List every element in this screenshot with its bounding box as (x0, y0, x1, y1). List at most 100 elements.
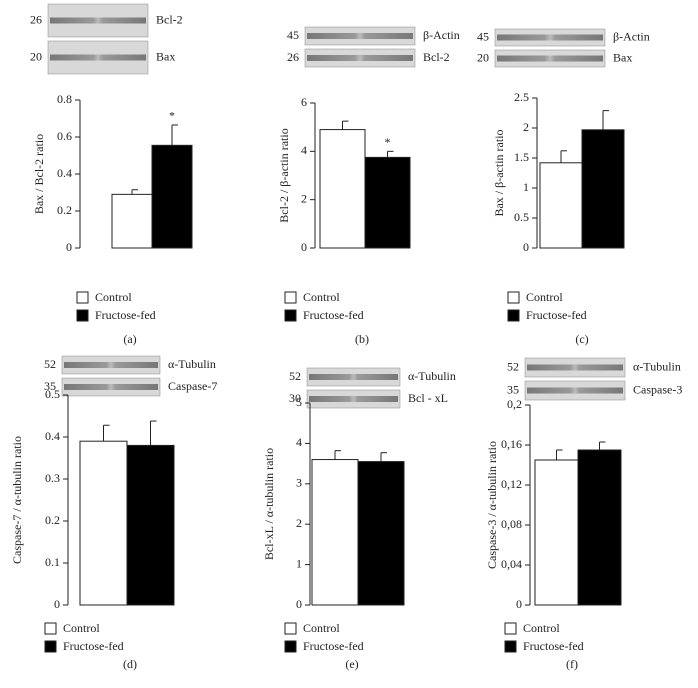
legend-swatch (44, 622, 57, 635)
bar (126, 444, 175, 606)
legend-label: Control (63, 621, 100, 635)
legend-swatch (504, 622, 517, 635)
blot-label: β-Actin (613, 29, 650, 43)
y-tick-label: 3 (296, 476, 302, 490)
y-tick-label: 0 (301, 240, 307, 254)
y-tick-label: 0.4 (57, 166, 72, 180)
bar (79, 440, 128, 606)
blot-band (527, 387, 623, 394)
y-tick-label: 6 (301, 95, 307, 109)
blot-kda: 20 (30, 49, 42, 63)
blot-label: Bcl-2 (156, 12, 183, 26)
annotation: * (169, 109, 175, 123)
panel-label: (e) (345, 657, 358, 671)
y-tick-label: 1 (523, 180, 529, 194)
panel-label: (c) (575, 332, 588, 346)
y-tick-label: 1.5 (514, 150, 529, 164)
blot-label: Bcl - xL (408, 391, 448, 405)
blot-band (307, 33, 413, 39)
blot-kda: 26 (287, 50, 299, 64)
blot-band (309, 374, 398, 380)
legend-label: Control (95, 290, 132, 304)
legend-swatch (284, 309, 297, 322)
bar (319, 129, 366, 249)
legend-label: Control (303, 290, 340, 304)
bar (581, 129, 625, 249)
legend-label: Fructose-fed (303, 639, 364, 653)
blot-band (497, 55, 603, 62)
blot-kda: 35 (44, 379, 56, 393)
y-tick-label: 4 (296, 435, 302, 449)
bar (364, 156, 411, 249)
panel-label: (a) (123, 332, 136, 346)
legend-label: Fructose-fed (523, 639, 584, 653)
blot-band (64, 384, 158, 390)
legend-label: Control (523, 621, 560, 635)
blot-label: Bax (613, 50, 632, 64)
bar (111, 193, 153, 249)
blot-band (309, 396, 398, 402)
blot-kda: 45 (287, 28, 299, 42)
annotation: * (385, 135, 391, 149)
blot-label: Caspase-7 (168, 379, 217, 393)
legend-swatch (76, 309, 89, 322)
bar (151, 144, 193, 249)
y-tick-label: 0,16 (501, 437, 522, 451)
legend-swatch (284, 291, 297, 304)
y-tick-label: 2 (523, 120, 529, 134)
bar (311, 459, 359, 606)
blot-band (64, 362, 158, 368)
blot-kda: 52 (507, 359, 519, 373)
blot-kda: 45 (477, 29, 489, 43)
blot-kda: 52 (289, 369, 301, 383)
legend-swatch (507, 291, 520, 304)
y-tick-label: 2.5 (514, 90, 529, 104)
y-tick-label: 0.4 (45, 429, 60, 443)
bar (539, 162, 583, 249)
legend-swatch (284, 640, 297, 653)
legend-swatch (284, 622, 297, 635)
y-tick-label: 0 (54, 597, 60, 611)
y-axis-label: Bcl-xL / α-tubulin ratio (262, 448, 276, 560)
y-axis-label: Caspase-3 / α-tubulin ratio (485, 441, 499, 569)
y-tick-label: 0 (516, 597, 522, 611)
y-tick-label: 0.8 (57, 92, 72, 106)
blot-band (497, 34, 603, 41)
y-axis-label: Bax / Bcl-2 ratio (32, 134, 46, 214)
legend-label: Control (303, 621, 340, 635)
y-tick-label: 0.3 (45, 471, 60, 485)
y-tick-label: 0.5 (45, 387, 60, 401)
blot-kda: 52 (44, 357, 56, 371)
blot-label: α-Tubulin (408, 369, 456, 383)
blot-kda: 30 (289, 391, 301, 405)
blot-label: Bax (156, 49, 175, 63)
y-tick-label: 1 (296, 556, 302, 570)
blot-band (307, 55, 413, 61)
legend-label: Fructose-fed (303, 308, 364, 322)
legend-swatch (44, 640, 57, 653)
blot-band (50, 54, 146, 61)
y-axis-label: Bcl-2 / β-actin ratio (277, 128, 291, 222)
y-axis-label: Bax / β-actin ratio (492, 129, 506, 216)
legend-label: Fructose-fed (63, 639, 124, 653)
legend-label: Fructose-fed (95, 308, 156, 322)
bar (534, 459, 579, 606)
blot-band (527, 364, 623, 371)
legend-swatch (504, 640, 517, 653)
y-tick-label: 0.1 (45, 555, 60, 569)
blot-label: Caspase-3 (633, 382, 682, 396)
y-tick-label: 5 (296, 395, 302, 409)
blot-kda: 20 (477, 50, 489, 64)
y-tick-label: 0 (296, 597, 302, 611)
blot-label: α-Tubulin (168, 357, 216, 371)
panel-label: (d) (123, 657, 137, 671)
legend-swatch (507, 309, 520, 322)
y-tick-label: 0,12 (501, 477, 522, 491)
y-axis-label: Caspase-7 / α-tubulin ratio (10, 436, 24, 564)
blot-band (50, 17, 146, 24)
y-tick-label: 0,2 (507, 397, 522, 411)
legend-swatch (76, 291, 89, 304)
bar (577, 449, 622, 606)
y-tick-label: 0 (523, 240, 529, 254)
